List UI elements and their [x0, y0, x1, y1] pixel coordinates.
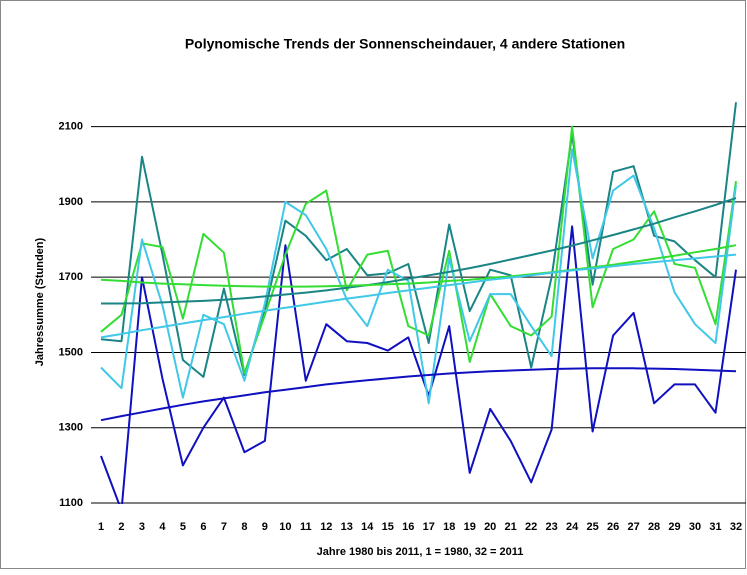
series-line [101, 197, 737, 305]
x-tick-label: 21 [505, 521, 517, 533]
y-tick-label: 1700 [59, 271, 83, 283]
x-tick-label: 18 [443, 521, 455, 533]
x-tick-label: 22 [525, 521, 537, 533]
x-tick-label: 16 [402, 521, 414, 533]
x-tick-label: 30 [689, 521, 701, 533]
series-line [100, 225, 737, 504]
x-axis-title: Jahre 1980 bis 2011, 1 = 1980, 32 = 2011 [317, 546, 524, 558]
x-tick-label: 11 [300, 521, 312, 533]
x-tick-label: 13 [341, 521, 353, 533]
y-tick-label: 1900 [59, 196, 83, 208]
x-tick-label: 7 [221, 521, 227, 533]
y-tick-label: 2100 [59, 121, 83, 133]
x-tick-label: 4 [159, 521, 166, 533]
y-tick-label: 1100 [59, 497, 83, 509]
x-tick-label: 31 [709, 521, 721, 533]
x-tick-label: 28 [648, 521, 660, 533]
x-tick-label: 23 [546, 521, 558, 533]
x-tick-label: 29 [668, 521, 680, 533]
x-tick-label: 24 [566, 521, 579, 533]
x-tick-label: 17 [423, 521, 435, 533]
x-tick-label: 1 [98, 521, 104, 533]
x-tick-label: 19 [464, 521, 476, 533]
x-tick-label: 5 [180, 521, 186, 533]
x-tick-label: 15 [382, 521, 394, 533]
y-tick-label: 1300 [59, 422, 83, 434]
x-tick-label: 3 [139, 521, 145, 533]
x-tick-label: 12 [320, 521, 332, 533]
x-tick-label: 9 [262, 521, 268, 533]
series-line [100, 125, 737, 375]
series-line [100, 253, 737, 339]
x-tick-label: 26 [607, 521, 619, 533]
x-tick-label: 8 [241, 521, 247, 533]
series-line [100, 148, 737, 405]
series-line [100, 244, 737, 288]
chart-title: Polynomische Trends der Sonnenscheindaue… [185, 36, 625, 52]
x-tick-label: 27 [627, 521, 639, 533]
series-line [100, 102, 737, 378]
x-tick-label: 25 [586, 521, 598, 533]
x-tick-label: 2 [118, 521, 124, 533]
y-tick-label: 1500 [59, 346, 83, 358]
y-axis-title: Jahressumme (Stunden) [34, 237, 46, 366]
x-tick-label: 6 [200, 521, 206, 533]
x-tick-label: 32 [730, 521, 742, 533]
x-tick-label: 14 [361, 521, 374, 533]
series-line [100, 367, 737, 422]
x-tick-label: 20 [484, 521, 496, 533]
x-tick-label: 10 [279, 521, 291, 533]
